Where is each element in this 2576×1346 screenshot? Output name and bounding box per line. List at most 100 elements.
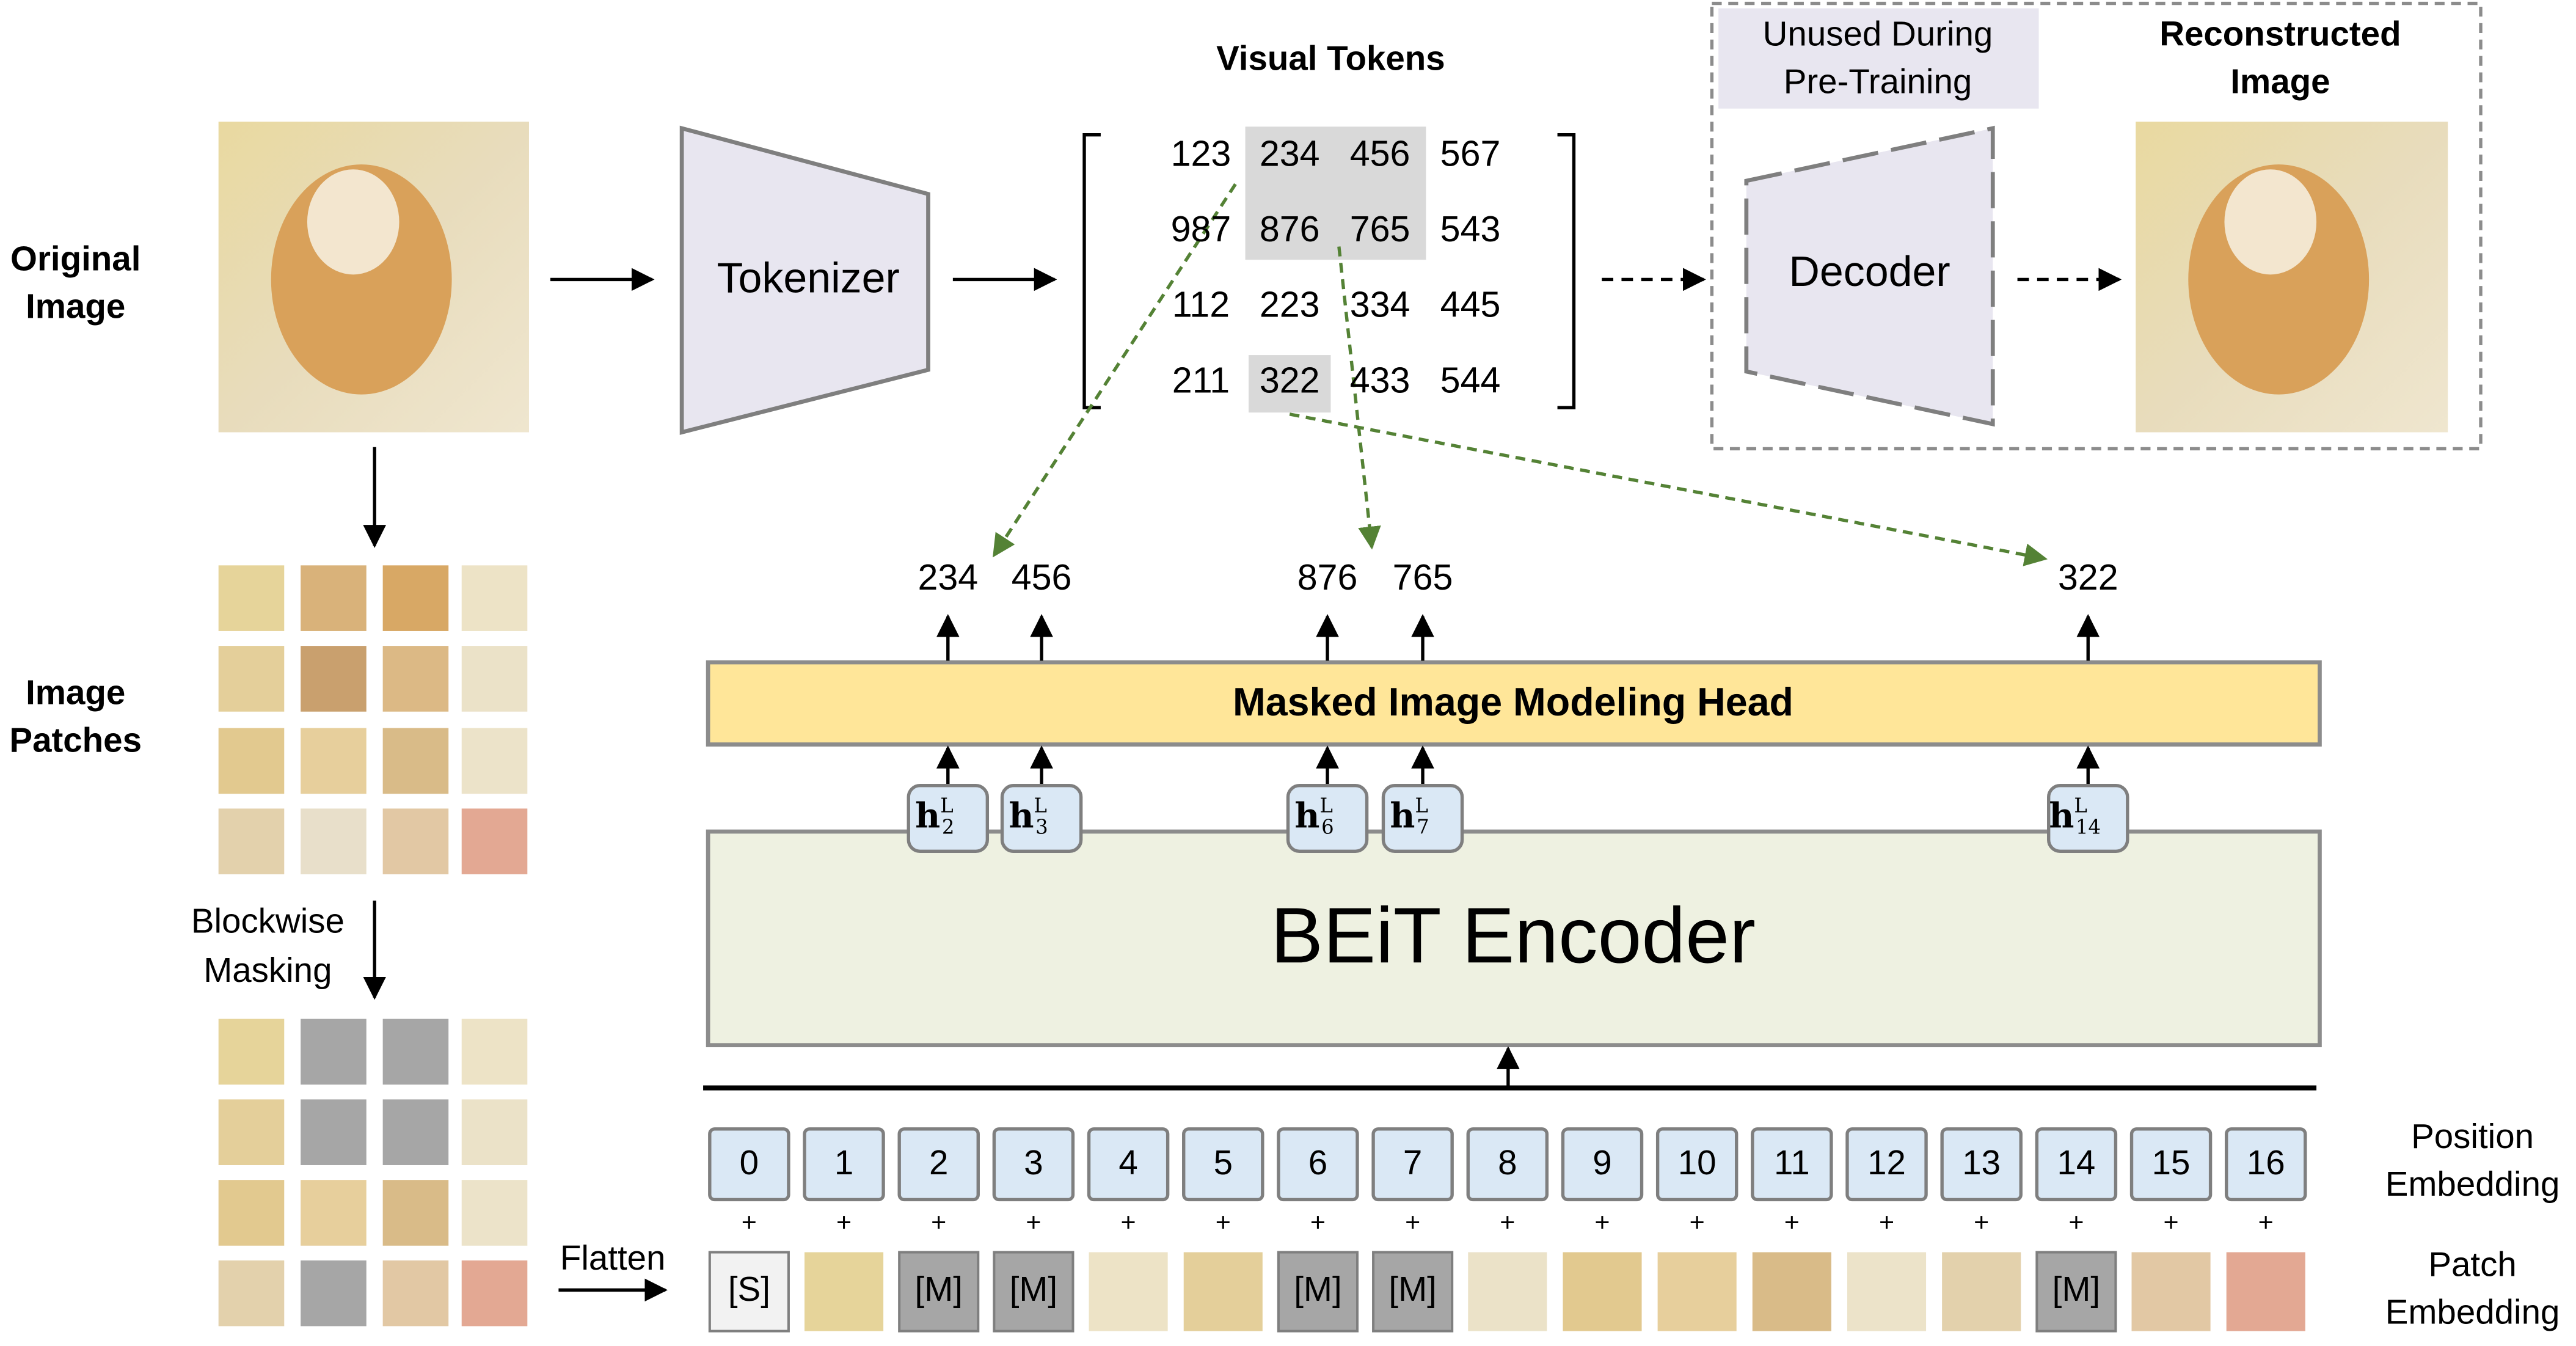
label: Masking <box>203 951 332 989</box>
plus: + <box>1121 1208 1136 1237</box>
patch <box>301 1180 367 1246</box>
token: 765 <box>1350 208 1410 249</box>
patch <box>461 646 528 712</box>
position-box <box>1845 1127 1928 1202</box>
original-image <box>218 122 529 433</box>
position-index: 8 <box>1498 1143 1517 1182</box>
plus: + <box>1405 1208 1420 1237</box>
label: Reconstructed <box>2159 14 2401 53</box>
token: 543 <box>1440 208 1501 249</box>
predicted-token: 234 <box>918 557 978 598</box>
patch <box>382 1099 449 1165</box>
patch <box>301 1019 367 1085</box>
patch-token: [M] <box>1294 1270 1341 1308</box>
plus: + <box>1784 1208 1800 1237</box>
hidden-state-part: h <box>2049 796 2074 836</box>
patch-token: [M] <box>915 1270 963 1308</box>
patch-embedding <box>2226 1252 2305 1331</box>
predicted-token: 765 <box>1393 557 1453 598</box>
position-index: 2 <box>929 1143 948 1182</box>
token: 234 <box>1260 133 1320 174</box>
patch-embedding <box>1657 1252 1737 1331</box>
patch <box>461 728 528 794</box>
patch <box>461 1180 528 1246</box>
hidden-state: hL 2 <box>915 794 954 838</box>
patch <box>461 808 528 874</box>
patch <box>382 728 449 794</box>
hidden-state-part: L <box>1319 794 1332 817</box>
position-box <box>1371 1127 1454 1202</box>
patch <box>461 1260 528 1326</box>
unused-box <box>1710 1 2483 451</box>
decoder-label: Decoder <box>1789 247 1950 295</box>
hidden-state-part: 14 <box>2076 815 2101 838</box>
position-box <box>2035 1127 2118 1202</box>
token: 223 <box>1260 284 1320 325</box>
plus: + <box>836 1208 852 1237</box>
patch <box>382 808 449 874</box>
patch-embedding <box>1563 1252 1642 1331</box>
position-index: 14 <box>2057 1143 2095 1182</box>
position-box <box>708 1127 790 1202</box>
token: 876 <box>1260 208 1320 249</box>
plus: + <box>1310 1208 1326 1237</box>
highlight <box>1248 355 1331 413</box>
label: Image <box>2230 62 2330 100</box>
plus: + <box>1690 1208 1705 1237</box>
plus: + <box>742 1208 757 1237</box>
patch-embedding <box>1847 1252 1927 1331</box>
patch <box>218 808 285 874</box>
patch <box>382 565 449 631</box>
position-box <box>2225 1127 2307 1202</box>
bracket <box>1557 133 1576 409</box>
position-index: 3 <box>1024 1143 1043 1182</box>
patch-embedding <box>1089 1252 1168 1331</box>
token: 112 <box>1172 284 1230 325</box>
patch <box>301 1099 367 1165</box>
hidden-state-part: 7 <box>1417 815 1429 838</box>
label: Patch <box>2428 1245 2516 1284</box>
hidden-state-part: L <box>1415 794 1428 817</box>
patch <box>218 1099 285 1165</box>
position-index: 6 <box>1308 1143 1327 1182</box>
green-arrow <box>1337 246 1381 550</box>
patch-token: [M] <box>1388 1270 1436 1308</box>
hidden-state: hL 14 <box>2049 794 2101 838</box>
position-box <box>1466 1127 1549 1202</box>
token: 334 <box>1350 284 1410 325</box>
position-index: 0 <box>740 1143 759 1182</box>
patch <box>218 565 285 631</box>
patch-embedding <box>1942 1252 2021 1331</box>
position-box <box>897 1127 980 1202</box>
tokenizer-label: Tokenizer <box>717 254 900 302</box>
position-index: 4 <box>1118 1143 1137 1182</box>
position-index: 13 <box>1962 1143 2001 1182</box>
label: Patches <box>9 721 142 759</box>
position-index: 12 <box>1867 1143 1906 1182</box>
plus: + <box>2163 1208 2178 1237</box>
plus: + <box>2258 1208 2274 1237</box>
position-box <box>1182 1127 1264 1202</box>
position-index: 1 <box>834 1143 853 1182</box>
patch-embedding <box>2035 1251 2117 1333</box>
position-index: 11 <box>1774 1143 1810 1182</box>
plus: + <box>1594 1208 1610 1237</box>
patch <box>382 1260 449 1326</box>
token: 123 <box>1171 133 1231 174</box>
label: Position <box>2411 1117 2534 1155</box>
note: Pre-Training <box>1784 62 1972 100</box>
plus: + <box>1216 1208 1231 1237</box>
label: Original <box>10 240 140 278</box>
hidden-state-part: L <box>2074 794 2087 817</box>
position-index: 10 <box>1678 1143 1717 1182</box>
position-index: 9 <box>1593 1143 1611 1182</box>
title: Visual Tokens <box>1216 39 1445 78</box>
patch-embedding <box>1183 1252 1263 1331</box>
token: 433 <box>1350 359 1410 400</box>
position-box <box>992 1127 1075 1202</box>
patch-embedding <box>2131 1252 2211 1331</box>
note-background <box>1718 8 2039 109</box>
position-box <box>1277 1127 1359 1202</box>
position-index: 16 <box>2247 1143 2285 1182</box>
